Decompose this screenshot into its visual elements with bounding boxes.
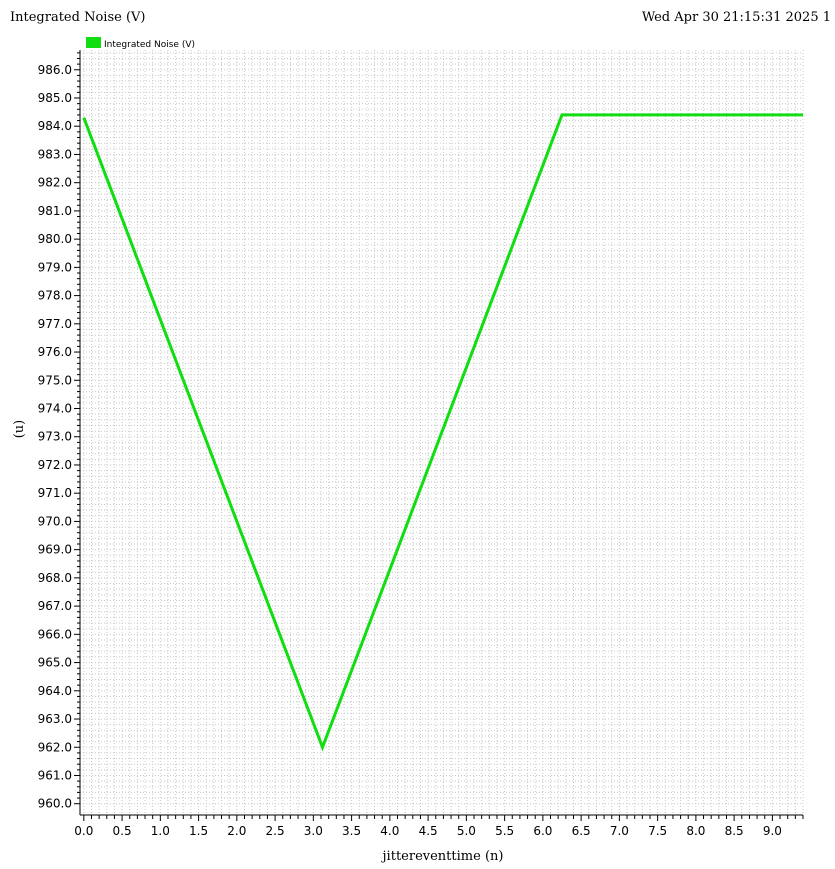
chart-title: Integrated Noise (V) bbox=[10, 10, 146, 25]
y-tick-label: 982.0 bbox=[38, 176, 72, 190]
y-tick-label: 974.0 bbox=[38, 402, 72, 416]
y-tick-label: 963.0 bbox=[38, 712, 72, 726]
y-tick-label: 984.0 bbox=[38, 119, 72, 133]
grid-lines bbox=[80, 50, 804, 815]
y-tick-label: 981.0 bbox=[38, 204, 72, 218]
x-tick-label: 6.0 bbox=[533, 824, 552, 838]
y-tick-label: 985.0 bbox=[38, 91, 72, 105]
y-tick-label: 972.0 bbox=[38, 458, 72, 472]
y-tick-label: 969.0 bbox=[38, 543, 72, 557]
x-tick-label: 8.0 bbox=[686, 824, 705, 838]
y-tick-label: 977.0 bbox=[38, 317, 72, 331]
y-tick-label: 973.0 bbox=[38, 430, 72, 444]
x-tick-label: 2.5 bbox=[266, 824, 285, 838]
y-tick-label: 967.0 bbox=[38, 599, 72, 613]
x-tick-label: 7.0 bbox=[610, 824, 629, 838]
y-tick-label: 983.0 bbox=[38, 147, 72, 161]
x-tick-label: 2.0 bbox=[227, 824, 246, 838]
series-line bbox=[82, 113, 803, 752]
y-tick-label: 976.0 bbox=[38, 345, 72, 359]
y-tick-label: 966.0 bbox=[38, 627, 72, 641]
x-tick-label: 0.0 bbox=[74, 824, 93, 838]
x-tick-label: 0.5 bbox=[113, 824, 132, 838]
y-tick-label: 986.0 bbox=[38, 63, 72, 77]
x-tick-label: 8.5 bbox=[725, 824, 744, 838]
x-tick-label: 7.5 bbox=[648, 824, 667, 838]
legend-swatch bbox=[86, 37, 101, 48]
y-tick-label: 978.0 bbox=[38, 289, 72, 303]
legend: Integrated Noise (V) bbox=[86, 37, 195, 50]
legend-label: Integrated Noise (V) bbox=[104, 40, 195, 50]
y-axis-label: (u) bbox=[12, 420, 27, 439]
x-tick-label: 4.5 bbox=[419, 824, 438, 838]
y-tick-label: 970.0 bbox=[38, 514, 72, 528]
series-layer bbox=[82, 113, 803, 752]
x-tick-label: 1.0 bbox=[151, 824, 170, 838]
x-tick-label: 9.0 bbox=[763, 824, 782, 838]
y-tick-label: 964.0 bbox=[38, 684, 72, 698]
y-tick-label: 968.0 bbox=[38, 571, 72, 585]
y-tick-label: 961.0 bbox=[38, 768, 72, 782]
timestamp: Wed Apr 30 21:15:31 2025 1 bbox=[641, 10, 831, 25]
x-tick-label: 4.0 bbox=[380, 824, 399, 838]
x-tick-label: 1.5 bbox=[189, 824, 208, 838]
y-tick-label: 962.0 bbox=[38, 740, 72, 754]
axes: 960.0 961.0 962.0 963.0 964.0 965.0 966.0 967.0… bbox=[38, 50, 804, 838]
y-tick-label: 980.0 bbox=[38, 232, 72, 246]
x-tick-label: 5.0 bbox=[457, 824, 476, 838]
y-tick-label: 965.0 bbox=[38, 656, 72, 670]
y-tick-label: 975.0 bbox=[38, 373, 72, 387]
y-tick-label: 971.0 bbox=[38, 486, 72, 500]
x-axis-label: jittereventtime (n) bbox=[381, 849, 504, 864]
x-tick-label: 3.5 bbox=[342, 824, 361, 838]
x-tick-label: 6.5 bbox=[572, 824, 591, 838]
x-tick-label: 5.5 bbox=[495, 824, 514, 838]
y-tick-label: 979.0 bbox=[38, 260, 72, 274]
y-tick-label: 960.0 bbox=[38, 797, 72, 811]
x-tick-label: 3.0 bbox=[304, 824, 323, 838]
